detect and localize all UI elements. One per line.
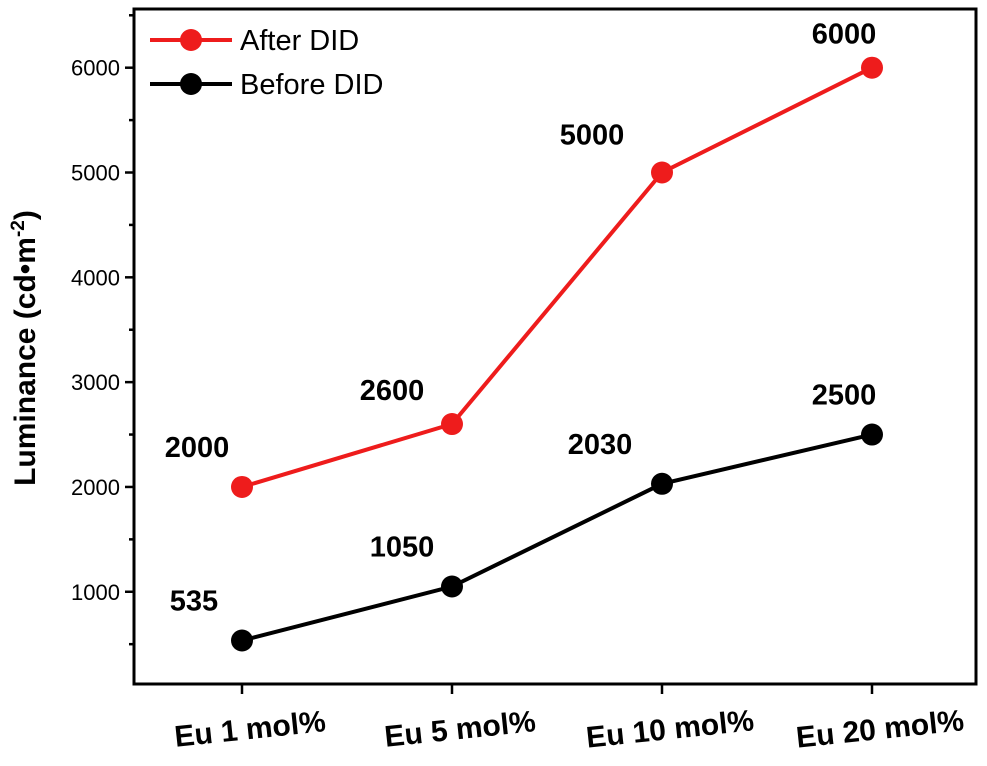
y-tick-label: 2000 xyxy=(71,475,120,500)
data-label: 1050 xyxy=(370,532,435,564)
legend-label: Before DID xyxy=(240,69,383,101)
data-point xyxy=(651,161,673,184)
series-line xyxy=(241,432,873,643)
data-label: 535 xyxy=(170,586,218,618)
legend-marker xyxy=(180,29,202,51)
y-tick-label: 5000 xyxy=(71,161,120,186)
data-point xyxy=(651,472,673,495)
y-tick-label: 1000 xyxy=(71,580,120,605)
y-tick-label: 4000 xyxy=(71,265,120,290)
data-point xyxy=(861,56,883,79)
data-label: 2600 xyxy=(360,375,425,407)
x-tick-label: Eu 10 mol% xyxy=(585,704,756,754)
x-tick-label: Eu 1 mol% xyxy=(173,705,327,754)
x-tick-label: Eu 5 mol% xyxy=(383,705,537,754)
y-tick-label: 6000 xyxy=(71,56,120,81)
data-point xyxy=(441,413,463,436)
data-point xyxy=(231,629,253,652)
series-layer: 2000 2600 5000 6000 535 1050 2030 2500 xyxy=(165,19,883,652)
legend: After DID Before DID xyxy=(150,25,383,101)
data-label: 2500 xyxy=(812,380,877,412)
data-label: 6000 xyxy=(812,19,877,51)
series-line xyxy=(241,65,873,489)
plot-frame xyxy=(132,7,978,686)
y-axis-title: Luminance (cd•m-2) xyxy=(8,210,42,486)
data-point xyxy=(231,475,253,498)
data-point xyxy=(441,575,463,598)
data-label: 2000 xyxy=(165,432,230,464)
data-label: 5000 xyxy=(560,120,625,152)
y-axis: 1000 2000 3000 4000 5000 6000 xyxy=(71,14,134,646)
legend-label: After DID xyxy=(240,25,359,57)
data-label: 2030 xyxy=(568,429,633,461)
legend-marker xyxy=(180,73,202,95)
x-tick-label: Eu 20 mol% xyxy=(795,704,966,754)
y-tick-label: 3000 xyxy=(71,370,120,395)
data-point xyxy=(861,423,883,446)
x-axis: Eu 1 mol% Eu 5 mol% Eu 10 mol% Eu 20 mol% xyxy=(173,684,966,755)
